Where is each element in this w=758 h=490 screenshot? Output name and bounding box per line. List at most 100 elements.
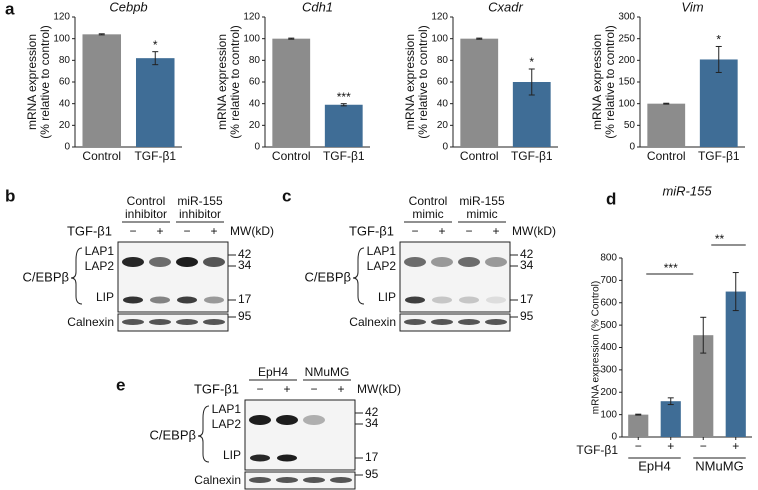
band — [249, 415, 271, 425]
band — [149, 257, 171, 267]
chart-title: Cdh1 — [302, 0, 333, 14]
y-tick-label: 20 — [437, 120, 449, 131]
y-tick-label: 20 — [59, 120, 71, 131]
sign: − — [411, 224, 418, 238]
y-axis-label: mRNA expression — [590, 34, 604, 130]
y-tick-label: 300 — [600, 365, 617, 376]
y-tick-label: 40 — [249, 98, 261, 109]
chart-title: Vim — [681, 0, 703, 14]
y-tick-label: 60 — [59, 77, 71, 88]
isoform-label: LAP2 — [367, 259, 397, 273]
band — [203, 257, 225, 267]
panel-letter: d — [606, 189, 616, 208]
loading-label: Calnexin — [349, 315, 396, 329]
y-tick-label: 120 — [243, 12, 260, 23]
bar — [725, 291, 746, 437]
y-tick-label: 60 — [249, 77, 261, 88]
band — [276, 415, 298, 425]
band — [250, 454, 270, 462]
sign: − — [256, 382, 263, 396]
blot — [117, 241, 229, 313]
x-tick-label: + — [667, 439, 674, 453]
marker-label: 17 — [365, 450, 379, 464]
bar — [135, 58, 175, 147]
marker-label: 95 — [238, 309, 252, 323]
band — [177, 296, 197, 304]
x-tick-label: Control — [272, 149, 311, 163]
protein-label: C/EBPβ — [305, 269, 352, 284]
y-axis-label: (% relative to control) — [416, 25, 430, 138]
mw-label: MW(kD) — [357, 382, 401, 396]
brace — [197, 405, 210, 463]
y-tick-label: 400 — [600, 342, 617, 353]
marker-label: 17 — [520, 292, 534, 306]
y-tick-label: 120 — [431, 12, 448, 23]
loading-label: Calnexin — [67, 315, 114, 329]
y-axis-label: mRNA expression — [215, 34, 229, 130]
y-tick-label: 120 — [53, 12, 70, 23]
bar — [628, 414, 649, 437]
x-tick-label: Control — [82, 149, 121, 163]
y-tick-label: 700 — [600, 275, 617, 286]
band — [485, 257, 507, 267]
group-header: miR-155 — [459, 194, 505, 208]
x-tick-label: TGF-β1 — [511, 149, 553, 163]
y-tick-label: 200 — [618, 55, 635, 66]
y-axis-label: mRNA expression — [403, 34, 417, 130]
protein-label: C/EBPβ — [23, 269, 70, 284]
chart-title: Cebpb — [109, 0, 147, 14]
y-tick-label: 50 — [624, 120, 636, 131]
y-tick-label: 0 — [254, 142, 260, 153]
group-header: NMuMG — [305, 365, 350, 379]
marker-label: 42 — [520, 247, 534, 261]
y-tick-label: 20 — [249, 120, 261, 131]
significance: * — [716, 33, 721, 47]
loading-label: Calnexin — [194, 473, 241, 487]
band — [276, 477, 298, 483]
x-tick-label: Control — [460, 149, 499, 163]
significance: * — [529, 55, 534, 69]
y-tick-label: 100 — [618, 98, 635, 109]
y-axis-label: mRNA expression (% Control) — [591, 281, 602, 414]
panel-letter: c — [282, 186, 291, 205]
panel-letter: e — [116, 375, 125, 394]
isoform-label: LAP1 — [367, 244, 397, 258]
band — [404, 319, 426, 325]
bar — [647, 103, 686, 147]
chart-title: miR-155 — [662, 183, 712, 198]
mw-label: MW(kD) — [230, 224, 274, 238]
band — [203, 319, 225, 325]
mw-label: MW(kD) — [512, 224, 556, 238]
sign: + — [492, 224, 499, 238]
x-tick-label: + — [732, 439, 739, 453]
isoform-label: LAP2 — [212, 417, 242, 431]
y-tick-label: 0 — [629, 142, 635, 153]
band — [458, 319, 480, 325]
band — [486, 296, 506, 304]
y-tick-label: 60 — [437, 77, 449, 88]
group-header: EpH4 — [258, 365, 288, 379]
sign: + — [337, 382, 344, 396]
sign: + — [283, 382, 290, 396]
y-tick-label: 80 — [437, 55, 449, 66]
marker-label: 95 — [365, 467, 379, 481]
band — [404, 257, 426, 267]
sign: + — [438, 224, 445, 238]
protein-label: C/EBPβ — [150, 427, 197, 442]
y-axis-label: (% relative to control) — [228, 25, 242, 138]
marker-label: 34 — [520, 258, 534, 272]
y-tick-label: 100 — [431, 33, 448, 44]
bar — [660, 401, 681, 437]
band — [303, 415, 325, 425]
y-tick-label: 0 — [64, 142, 70, 153]
isoform-label: LAP1 — [212, 402, 242, 416]
band — [176, 319, 198, 325]
sign: + — [156, 224, 163, 238]
x-tick-label: − — [700, 439, 707, 453]
y-axis-label: mRNA expression — [25, 34, 39, 130]
group-header: inhibitor — [125, 207, 167, 221]
sign: − — [310, 382, 317, 396]
y-tick-label: 800 — [600, 253, 617, 264]
y-tick-label: 150 — [618, 77, 635, 88]
y-tick-label: 250 — [618, 33, 635, 44]
